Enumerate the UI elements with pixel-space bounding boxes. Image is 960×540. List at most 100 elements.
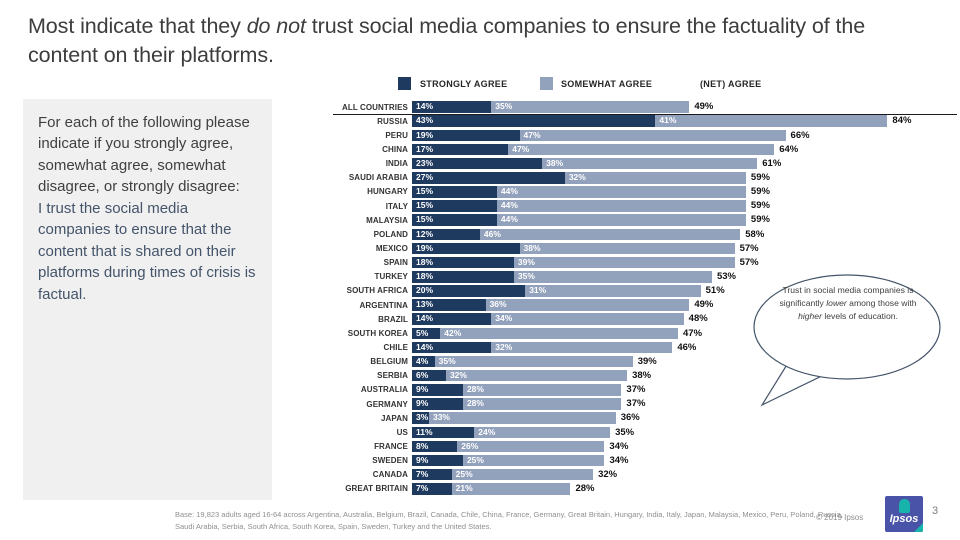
chart-row: MALAYSIA 15% 44% 59%: [333, 213, 957, 227]
bar-group: 15% 44% 59%: [412, 200, 957, 212]
callout-emphasis-lower: lower: [826, 297, 847, 308]
question-statement: I trust the social media companies to en…: [38, 199, 256, 303]
bar-group: 14% 34% 48%: [412, 313, 957, 325]
bar-segment-strongly: 18%: [412, 256, 514, 269]
chart-legend: STRONGLY AGREE SOMEWHAT AGREE (NET) AGRE…: [0, 77, 960, 93]
net-value-label: 59%: [750, 200, 770, 212]
category-label: SOUTH KOREA: [347, 328, 408, 338]
bar-segment-strongly: 7%: [412, 483, 452, 495]
callout-text-part: among those with: [846, 297, 917, 308]
bar-segment-somewhat: 31%: [525, 285, 701, 297]
bar-segment-somewhat: 24%: [474, 426, 611, 439]
bar-value-label: 47%: [523, 129, 541, 140]
category-label: HUNGARY: [367, 187, 408, 197]
bar-value-label: 19%: [416, 129, 434, 140]
chart-row: SOUTH AFRICA 20% 31% 51%: [333, 284, 957, 298]
chart-row: INDIA 23% 38% 61%: [333, 157, 957, 171]
net-value-label: 28%: [575, 483, 595, 495]
chart-row: US 11% 24% 35%: [333, 425, 957, 439]
bar-value-label: 44%: [500, 186, 518, 197]
bar-segment-somewhat: 32%: [564, 172, 746, 184]
category-label: ARGENTINA: [359, 300, 408, 310]
net-value-label: 49%: [694, 299, 714, 311]
chart-row: POLAND 12% 46% 58%: [333, 227, 957, 241]
bar-segment-strongly: 43%: [412, 115, 656, 127]
chart-row: BRAZIL 14% 34% 48%: [333, 312, 957, 326]
bar-value-label: 19%: [416, 242, 434, 253]
bar-group: 43% 41% 84%: [412, 115, 957, 127]
category-label: CANADA: [372, 470, 408, 480]
bar-group: 18% 35% 53%: [412, 271, 957, 283]
bar-group: 27% 32% 59%: [412, 172, 957, 184]
bar-segment-somewhat: 25%: [451, 468, 594, 481]
bar-segment-strongly: 14%: [412, 341, 492, 354]
chart-row: JAPAN 3% 33% 36%: [333, 411, 957, 425]
bar-segment-strongly: 5%: [412, 327, 441, 340]
net-value-label: 59%: [750, 172, 770, 184]
category-label: JAPAN: [380, 413, 408, 423]
callout-text-part: Trust in social media companies is signi…: [779, 285, 914, 308]
bar-segment-somewhat: 46%: [479, 228, 741, 241]
callout-text: Trust in social media companies is signi…: [768, 284, 928, 323]
bar-value-label: 41%: [659, 115, 677, 126]
bar-segment-strongly: 23%: [412, 157, 543, 170]
chart-row: AUSTRALIA 9% 28% 37%: [333, 383, 957, 397]
net-value-label: 59%: [750, 186, 770, 198]
category-label: POLAND: [373, 229, 408, 239]
bar-value-label: 13%: [416, 299, 434, 310]
chart-row: ARGENTINA 13% 36% 49%: [333, 298, 957, 312]
somewhat-agree-swatch: [540, 77, 553, 90]
net-value-label: 57%: [739, 256, 759, 268]
legend-net-agree: (NET) AGREE: [700, 79, 762, 89]
net-value-label: 64%: [779, 143, 799, 155]
net-value-label: 35%: [615, 426, 635, 438]
bar-group: 20% 31% 51%: [412, 285, 957, 297]
net-value-label: 66%: [790, 129, 810, 141]
bar-segment-strongly: 6%: [412, 369, 446, 382]
bar-segment-strongly: 27%: [412, 172, 565, 184]
copyright-text: © 2019 Ipsos: [816, 513, 864, 522]
bar-segment-somewhat: 26%: [457, 440, 605, 453]
bar-value-label: 3%: [416, 412, 429, 423]
bar-value-label: 44%: [500, 200, 518, 211]
chart-row: GREAT BRITAIN 7% 21% 28%: [333, 482, 957, 496]
net-value-label: 38%: [632, 369, 652, 381]
legend-strongly-agree: STRONGLY AGREE: [420, 79, 508, 89]
strongly-agree-swatch: [398, 77, 411, 90]
bar-segment-somewhat: 44%: [496, 200, 746, 212]
net-value-label: 37%: [626, 384, 646, 396]
bar-value-label: 32%: [568, 172, 586, 183]
bar-group: 9% 28% 37%: [412, 398, 957, 410]
bar-value-label: 17%: [416, 143, 434, 154]
chart-row: ITALY 15% 44% 59%: [333, 199, 957, 213]
net-value-label: 57%: [739, 242, 759, 254]
chart-row: TURKEY 18% 35% 53%: [333, 270, 957, 284]
bar-segment-somewhat: 38%: [542, 157, 758, 170]
bar-segment-somewhat: 35%: [491, 101, 690, 113]
category-label: GERMANY: [366, 399, 408, 409]
category-label: BRAZIL: [378, 314, 408, 324]
bar-value-label: 4%: [416, 355, 429, 366]
bar-value-label: 15%: [416, 186, 434, 197]
bar-value-label: 11%: [416, 426, 433, 437]
category-label: FRANCE: [374, 441, 408, 451]
bar-segment-somewhat: 32%: [491, 341, 673, 354]
bar-value-label: 26%: [461, 440, 479, 451]
net-value-label: 48%: [688, 313, 708, 325]
legend-somewhat-agree: SOMEWHAT AGREE: [561, 79, 653, 89]
category-label: TURKEY: [374, 272, 408, 282]
bar-value-label: 43%: [416, 115, 434, 126]
bar-group: 15% 44% 59%: [412, 214, 957, 226]
bar-value-label: 14%: [416, 101, 434, 112]
bar-group: 13% 36% 49%: [412, 299, 957, 311]
chart-row: CHINA 17% 47% 64%: [333, 142, 957, 156]
bar-value-label: 35%: [495, 101, 513, 112]
chart-row: SWEDEN 9% 25% 34%: [333, 454, 957, 468]
bar-segment-somewhat: 38%: [519, 242, 735, 255]
bar-group: 3% 33% 36%: [412, 412, 957, 424]
ipsos-logo-wordmark: Ipsos: [889, 513, 919, 525]
net-value-label: 37%: [626, 398, 646, 410]
chart-row: CHILE 14% 32% 46%: [333, 340, 957, 354]
bar-value-label: 25%: [466, 454, 484, 465]
bar-value-label: 18%: [416, 271, 434, 281]
